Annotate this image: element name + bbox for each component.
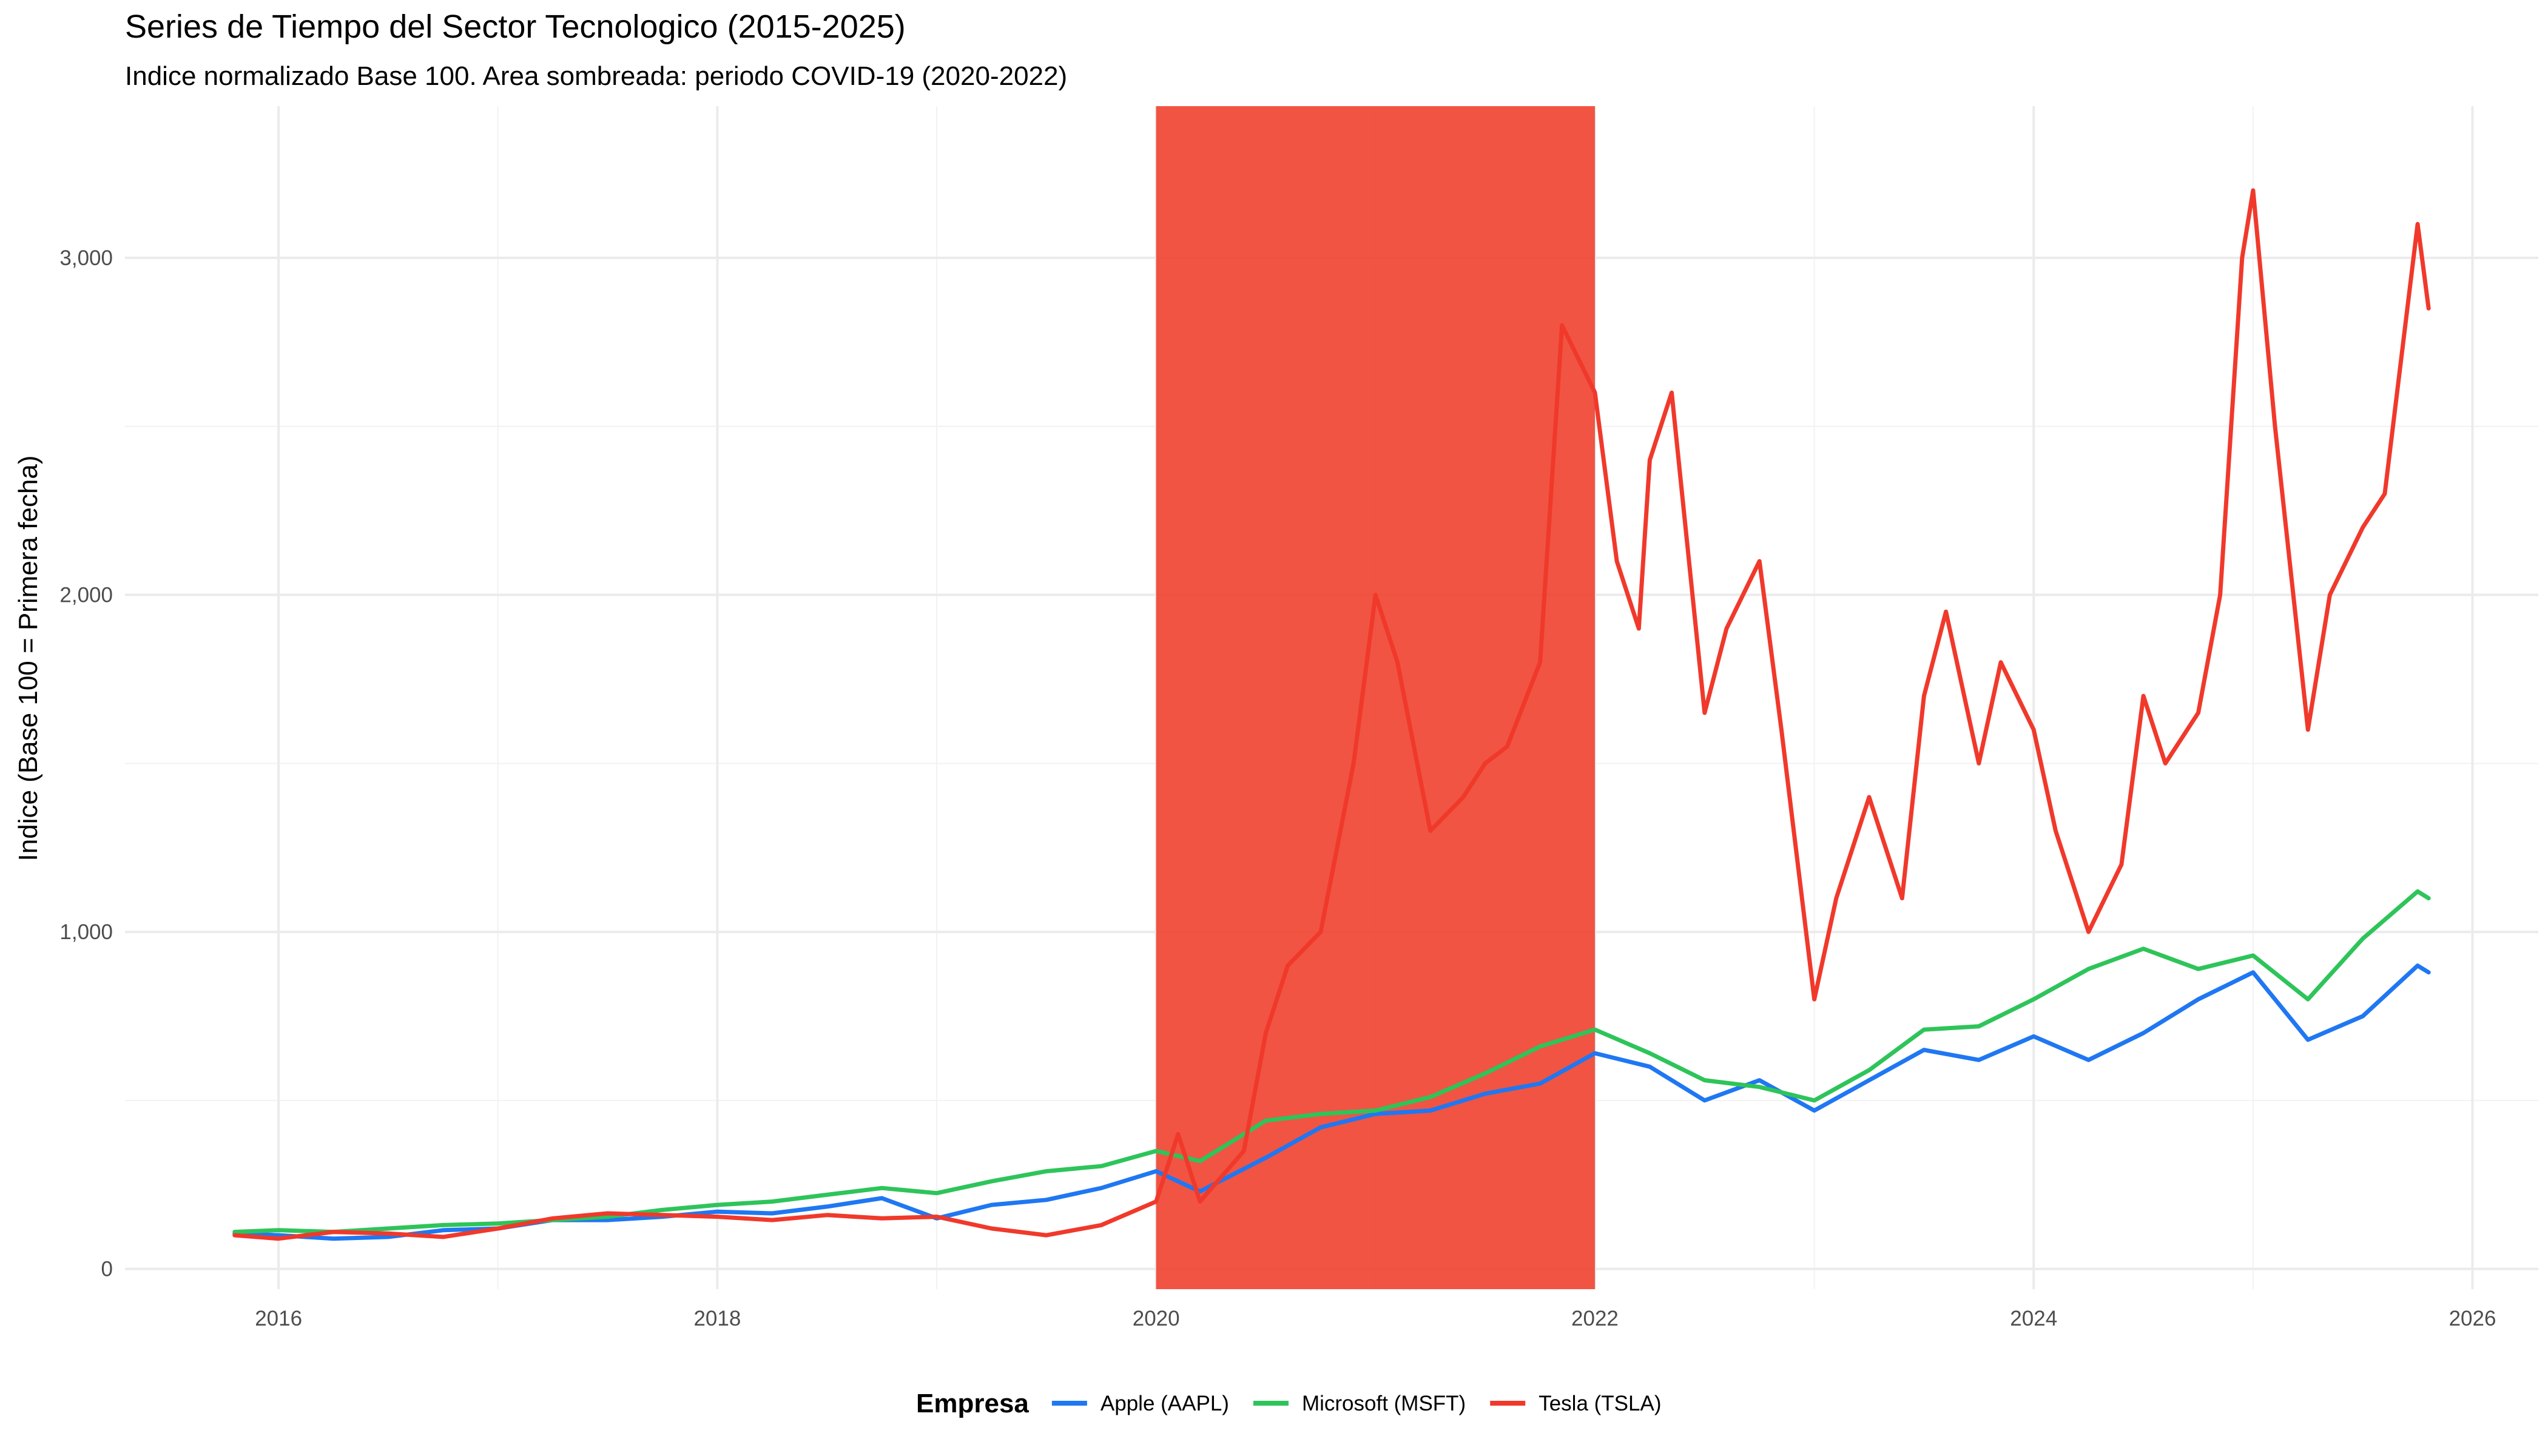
legend: Empresa Apple (AAPL) Microsoft (MSFT) Tesla… <box>916 1389 1662 1418</box>
x-tick-label: 2020 <box>1133 1307 1180 1330</box>
covid-period-band <box>1156 106 1595 1289</box>
x-tick-label: 2024 <box>2010 1307 2057 1330</box>
chart-subtitle: Indice normalizado Base 100. Area sombre… <box>125 61 1067 91</box>
y-tick-label: 2,000 <box>59 584 113 607</box>
legend-label-2: Tesla (TSLA) <box>1539 1392 1661 1415</box>
legend-label-0: Apple (AAPL) <box>1100 1392 1229 1415</box>
x-tick-label: 2018 <box>693 1307 741 1330</box>
y-tick-label: 1,000 <box>59 920 113 944</box>
series-line-0 <box>232 963 2431 1241</box>
y-tick-label: 3,000 <box>59 246 113 270</box>
series-line-2 <box>232 188 2431 1241</box>
chart-title: Series de Tiempo del Sector Tecnologico … <box>125 8 906 45</box>
series-lines <box>232 188 2431 1241</box>
covid-shaded-area <box>1156 106 1595 1289</box>
legend-title: Empresa <box>916 1389 1029 1418</box>
y-tick-label: 0 <box>101 1258 113 1281</box>
y-axis-label: Indice (Base 100 = Primera fecha) <box>13 456 43 861</box>
y-axis-ticks: 0 1,000 2,000 3,000 <box>59 246 113 1281</box>
x-tick-label: 2022 <box>1571 1307 1619 1330</box>
legend-label-1: Microsoft (MSFT) <box>1302 1392 1466 1415</box>
x-axis-ticks: 2016 2018 2020 2022 2024 2026 <box>255 1307 2496 1330</box>
x-tick-label: 2026 <box>2449 1307 2496 1330</box>
x-tick-label: 2016 <box>255 1307 302 1330</box>
series-line-1 <box>232 889 2431 1235</box>
